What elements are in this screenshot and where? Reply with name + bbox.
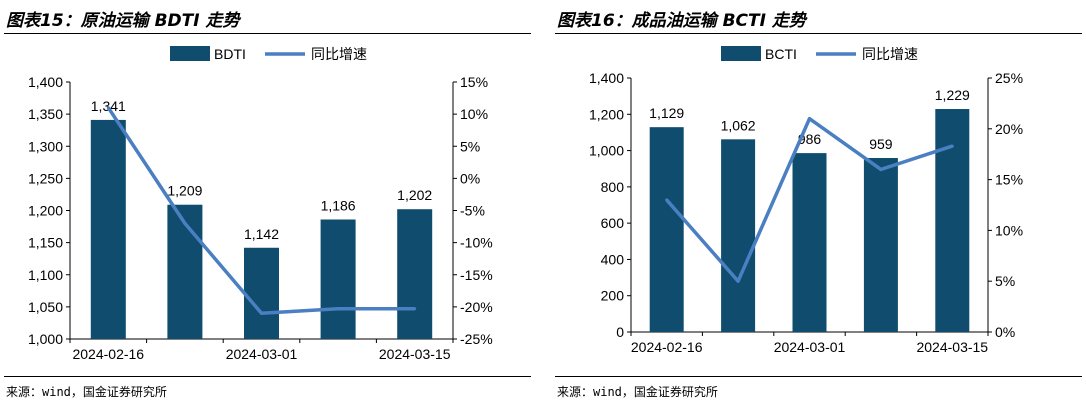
y-tick-label: 800 xyxy=(601,179,625,195)
y2-tick-label: 0% xyxy=(995,324,1015,340)
growth-point xyxy=(950,144,954,148)
chart-panel-bcti: 图表16：成品油运输 BCTI 走势 0 200 400 600 800 1,000 1,2… xyxy=(551,0,1086,406)
y2-tick-label: 5% xyxy=(995,273,1015,289)
y-tick-label: 1,000 xyxy=(28,331,63,347)
bar xyxy=(320,219,356,339)
bar xyxy=(649,127,684,332)
y2-tick-label: 15% xyxy=(460,74,488,90)
y-tick-label: 1,000 xyxy=(589,143,624,159)
bar-value-label: 1,209 xyxy=(167,183,202,199)
y-tick-label: 1,200 xyxy=(28,203,63,219)
source-rule xyxy=(4,376,531,377)
y2-tick-label: 15% xyxy=(995,172,1023,188)
growth-point xyxy=(106,106,110,110)
y-tick-label: 1,400 xyxy=(28,74,63,90)
figure-title: 图表16：成品油运输 BCTI 走势 xyxy=(557,11,806,31)
bar xyxy=(935,109,970,332)
x-tick-label: 2024-02-16 xyxy=(72,346,144,362)
y2-tick-label: 0% xyxy=(460,170,480,186)
bar-value-label: 1,142 xyxy=(244,226,279,242)
bar-value-label: 959 xyxy=(869,136,893,152)
bar-value-label: 1,341 xyxy=(91,98,126,114)
x-tick-label: 2024-02-16 xyxy=(631,339,703,355)
bar-value-label: 1,129 xyxy=(649,105,684,121)
y-tick-label: 400 xyxy=(601,251,625,267)
source-note: 来源：wind，国金证券研究所 xyxy=(6,385,167,399)
title-rule xyxy=(555,33,1082,34)
y-tick-label: 1,350 xyxy=(28,106,63,122)
y2-tick-label: 10% xyxy=(995,222,1023,238)
x-tick-label: 2024-03-15 xyxy=(916,339,988,355)
growth-point xyxy=(665,198,669,202)
legend-bar-swatch xyxy=(721,46,761,61)
bar xyxy=(167,204,203,339)
y-tick-label: 1,200 xyxy=(589,106,624,122)
growth-point xyxy=(183,221,187,225)
growth-point xyxy=(736,279,740,283)
bar xyxy=(397,209,433,339)
growth-point xyxy=(808,117,811,121)
legend-line-label: 同比增速 xyxy=(862,46,918,62)
y-tick-label: 1,100 xyxy=(28,267,63,283)
x-tick-label: 2024-03-01 xyxy=(774,339,846,355)
y2-tick-label: 20% xyxy=(995,121,1023,137)
bar xyxy=(244,247,279,339)
x-tick-label: 2024-03-01 xyxy=(226,346,298,362)
growth-point xyxy=(879,167,883,171)
bar-value-label: 1,062 xyxy=(721,117,756,133)
bcti-chart: 0 200 400 600 800 1,000 1,200 1,400 0% 5% 10% 15% 20… xyxy=(589,46,1023,355)
bdti-chart: 1,000 1,050 1,100 1,150 1,200 1,250 1,300 1,350… xyxy=(28,46,493,362)
bar xyxy=(863,158,898,332)
y-tick-label: 1,300 xyxy=(28,138,63,154)
chart-panel-bdti: 图表15：原油运输 BDTI 走势 1,000 1,050 1,100 1,150 1,… xyxy=(0,0,535,406)
source-note: 来源：wind，国金证券研究所 xyxy=(557,385,718,399)
bar-value-label: 1,202 xyxy=(397,187,432,203)
y-tick-label: 1,050 xyxy=(28,299,63,315)
y-tick-label: 1,400 xyxy=(589,70,624,86)
bar xyxy=(792,153,827,332)
legend-bar-swatch xyxy=(170,46,210,61)
y2-tick-label: -15% xyxy=(460,267,493,283)
y-tick-label: 200 xyxy=(601,288,625,304)
legend-bar-label: BCTI xyxy=(765,46,797,62)
y-tick-label: 1,250 xyxy=(28,170,63,186)
bar xyxy=(721,139,756,332)
growth-point xyxy=(260,311,263,315)
y2-tick-label: -25% xyxy=(460,331,493,347)
bar xyxy=(90,119,126,339)
y-tick-label: 0 xyxy=(616,324,624,340)
legend-line-label: 同比增速 xyxy=(311,46,367,62)
y2-tick-label: 10% xyxy=(460,106,488,122)
growth-point xyxy=(336,307,340,311)
y2-tick-label: -10% xyxy=(460,235,493,251)
growth-point xyxy=(413,307,417,311)
y2-tick-label: 5% xyxy=(460,138,480,154)
title-rule xyxy=(4,33,531,34)
y2-tick-label: -20% xyxy=(460,299,493,315)
figure-title: 图表15：原油运输 BDTI 走势 xyxy=(6,11,240,31)
y-tick-label: 600 xyxy=(601,215,625,231)
legend-bar-label: BDTI xyxy=(214,46,246,62)
source-rule xyxy=(555,376,1082,377)
y2-tick-label: 25% xyxy=(995,70,1023,86)
y2-tick-label: -5% xyxy=(460,203,485,219)
x-tick-label: 2024-03-15 xyxy=(379,346,451,362)
bar-value-label: 1,229 xyxy=(935,87,970,103)
y-tick-label: 1,150 xyxy=(28,235,63,251)
bar-value-label: 1,186 xyxy=(321,197,356,213)
